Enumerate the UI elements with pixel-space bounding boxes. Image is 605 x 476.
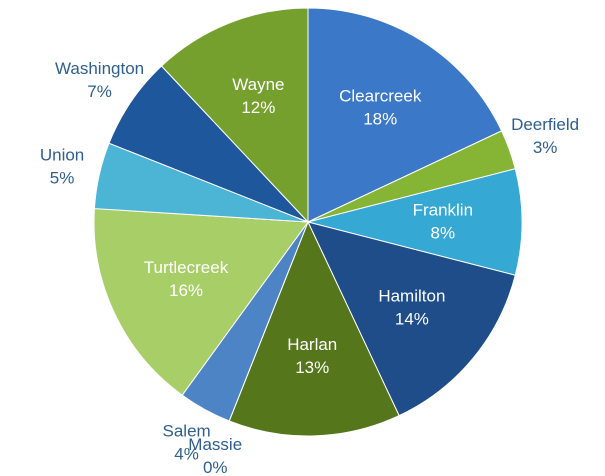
slice-value: 12% xyxy=(241,98,275,117)
slice-label: Hamilton xyxy=(378,286,445,305)
slice-label: Harlan xyxy=(287,335,337,354)
slice xyxy=(307,7,503,223)
slice-value: 7% xyxy=(87,82,112,101)
slice xyxy=(228,220,400,437)
slice xyxy=(307,168,523,276)
slice-label: Union xyxy=(40,146,84,165)
slice-value: 0% xyxy=(203,458,228,476)
slice-value: 13% xyxy=(295,358,329,377)
slice-label: Clearcreek xyxy=(339,87,422,106)
slice xyxy=(93,208,309,396)
slice-label: Turtlecreek xyxy=(144,258,229,277)
slice-value: 14% xyxy=(395,309,429,328)
slice-label: Massie xyxy=(188,435,242,454)
slice-value: 4% xyxy=(174,444,199,463)
slice-label: Washington xyxy=(55,59,144,78)
slice-label: Deerfield xyxy=(511,115,579,134)
slice-value: 18% xyxy=(363,110,397,129)
slice xyxy=(307,221,516,417)
slice xyxy=(160,7,309,224)
slice-value: 5% xyxy=(50,169,75,188)
slice-value: 8% xyxy=(431,223,456,242)
slice-value: 16% xyxy=(169,281,203,300)
slice-label: Franklin xyxy=(413,200,473,219)
slice-value: 3% xyxy=(533,138,558,157)
slice-label: Wayne xyxy=(232,75,284,94)
slice-label: Salem xyxy=(163,421,211,440)
